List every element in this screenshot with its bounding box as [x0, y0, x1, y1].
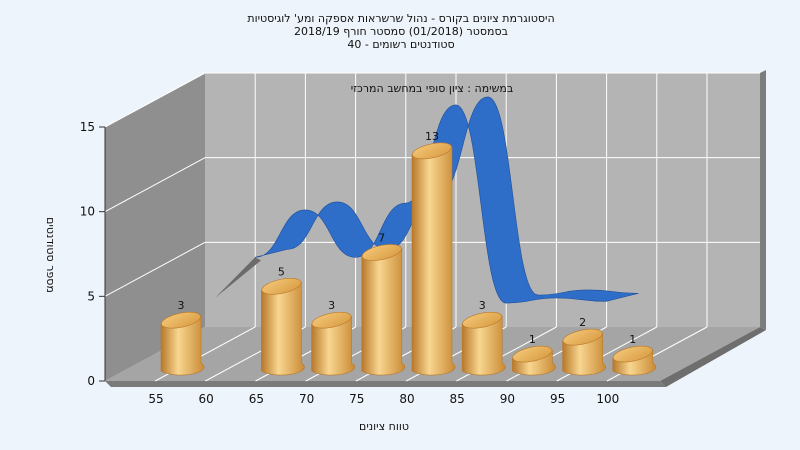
- bar-body: [461, 315, 506, 376]
- x-tick-label: 85: [450, 392, 465, 406]
- bar: 1: [512, 333, 556, 376]
- x-tick-label: 65: [249, 392, 264, 406]
- bar-body: [411, 146, 456, 376]
- bar-value-label: 5: [278, 265, 285, 278]
- chart-title-line-1: היסטוגרמת ציונים בקורס - נהול שרשראות אס…: [247, 12, 554, 25]
- chart-side-wall: [105, 73, 205, 381]
- bar: 3: [461, 299, 506, 376]
- bar-top: [412, 142, 452, 160]
- x-tick-label: 60: [199, 392, 214, 406]
- x-tick-label: 55: [148, 392, 163, 406]
- y-axis-title: מספר סטודנטים: [44, 217, 57, 293]
- x-tick-label: 75: [349, 392, 364, 406]
- y-tick-label: 15: [80, 120, 95, 134]
- bar-value-label: 3: [178, 299, 185, 312]
- bar-top: [361, 244, 402, 261]
- x-tick-label: 95: [550, 392, 565, 406]
- bar-value-label: 13: [425, 130, 439, 143]
- bar-top: [311, 311, 352, 329]
- bar: 3: [160, 299, 205, 376]
- bar: 3: [311, 299, 355, 376]
- bar-top: [562, 328, 603, 346]
- x-tick-label: 100: [596, 392, 619, 406]
- gridline-side: [104, 72, 206, 128]
- x-tick-label: 90: [500, 392, 515, 406]
- curve-series: [215, 96, 639, 304]
- y-tick-label: 0: [87, 374, 95, 388]
- x-axis-title: טווח ציונים: [359, 420, 409, 433]
- bar: 13: [411, 130, 456, 376]
- bar-value-label: 3: [328, 299, 335, 312]
- y-tick-label: 5: [87, 289, 95, 303]
- bar-value-label: 1: [529, 333, 536, 346]
- gridline-side: [104, 241, 206, 297]
- bar-top: [462, 311, 503, 329]
- bar-body: [160, 315, 205, 376]
- bar-series: 3 5 3 7 13 3 1 2 1: [160, 130, 657, 376]
- chart-back-wall-edge: [760, 70, 766, 330]
- chart-title-line-3: סטודנטים רשומים - 40: [347, 38, 454, 51]
- bar-top: [161, 311, 201, 329]
- bar-top: [512, 345, 553, 363]
- chart-front-edge: [105, 381, 666, 387]
- x-tick-label: 70: [299, 392, 314, 406]
- bar-value-label: 3: [479, 299, 486, 312]
- chart-subtitle: במשימה : ציון סופי במחשב המרכזי: [351, 82, 514, 95]
- bar-body: [261, 281, 305, 376]
- bar: 2: [562, 316, 606, 376]
- x-tick-label: 80: [399, 392, 414, 406]
- curve-ribbon: [254, 96, 639, 304]
- bar: 5: [261, 265, 305, 376]
- bar-value-label: 2: [579, 316, 586, 329]
- bar-top: [261, 278, 302, 295]
- bar-top: [612, 345, 653, 363]
- gridline-side: [104, 157, 206, 213]
- bar-body: [311, 315, 355, 376]
- bar: 1: [612, 333, 657, 376]
- y-tick-label: 10: [80, 205, 95, 219]
- bar-body: [361, 248, 406, 376]
- curve-ribbon-tail: [215, 257, 261, 298]
- bar: 7: [361, 231, 406, 376]
- chart-title-line-2: בסמסטר (01/2018) סמסטר חורף 2018/19: [294, 25, 508, 38]
- bar-value-label: 7: [378, 231, 385, 244]
- bar-value-label: 1: [629, 333, 636, 346]
- chart-floor-edge: [660, 327, 766, 387]
